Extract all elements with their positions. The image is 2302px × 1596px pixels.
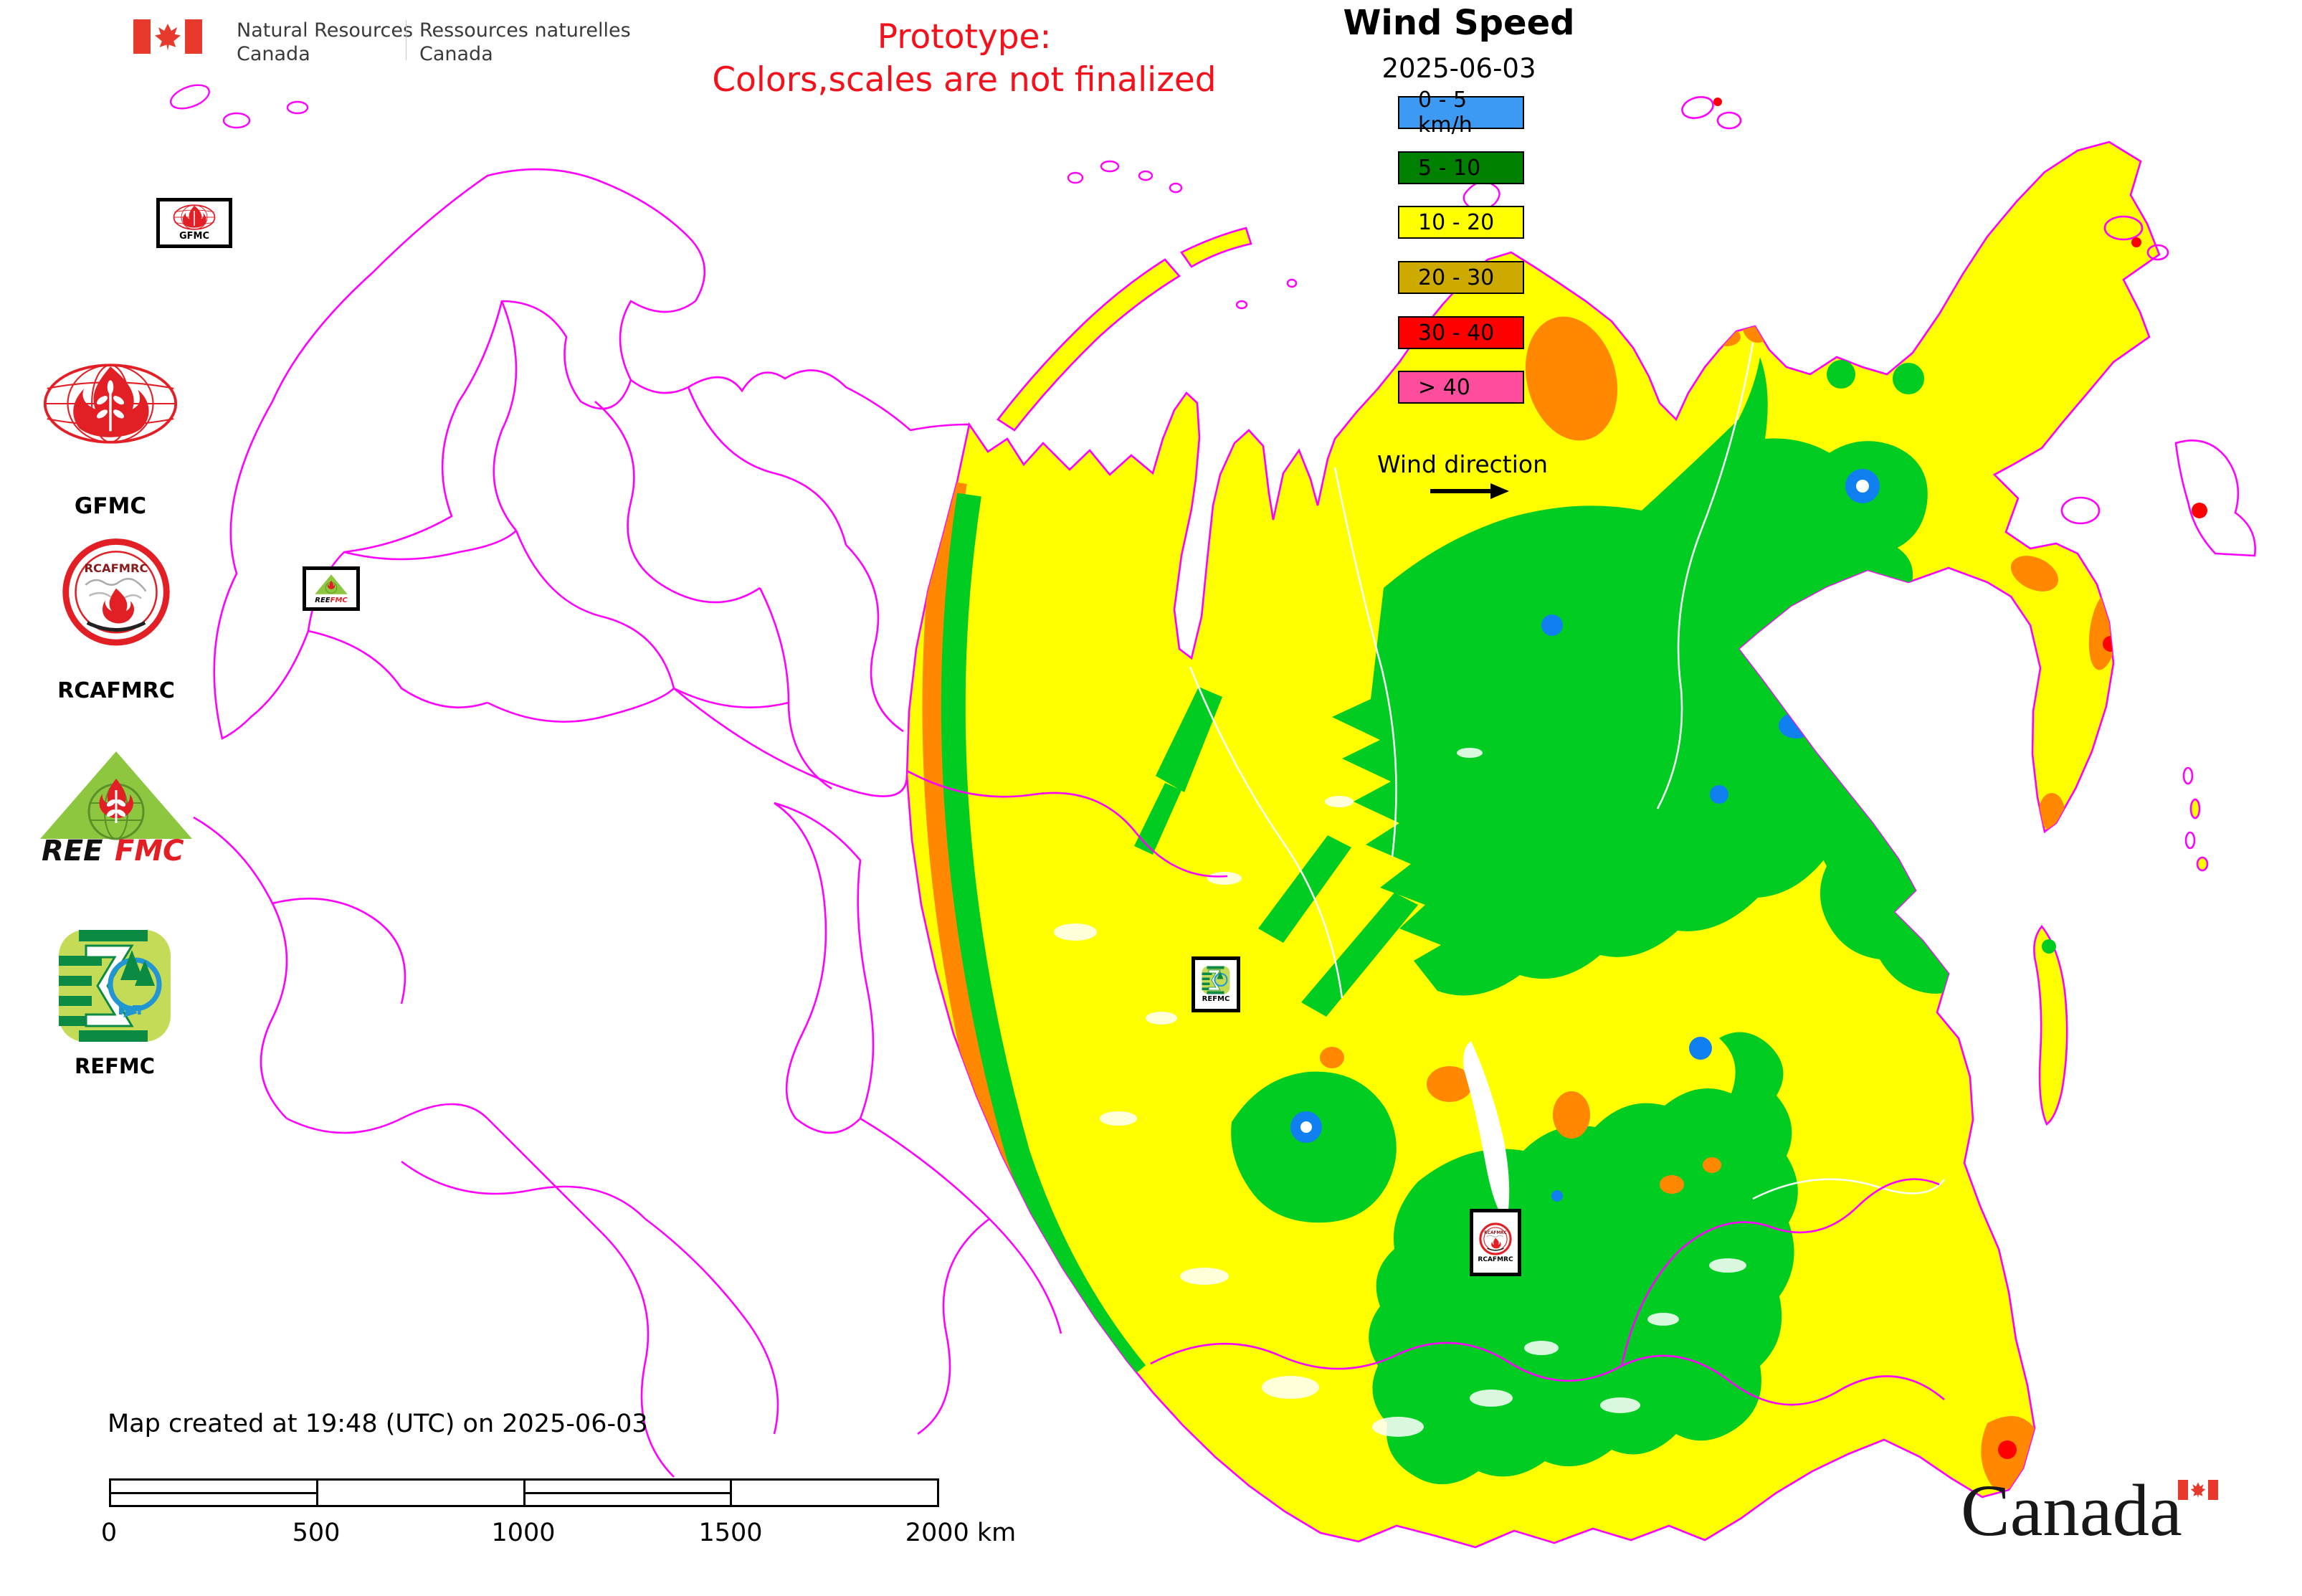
- map-created-text: Map created at 19:48 (UTC) on 2025-06-03: [108, 1410, 648, 1438]
- reefmc-label-black: REE: [42, 835, 103, 863]
- legend-item-5-10: 5 - 10: [1398, 151, 1524, 184]
- legend-date: 2025-06-03: [1381, 53, 1536, 84]
- wind-direction-label: Wind direction: [1376, 450, 1549, 478]
- scale-label-1500: 1500: [698, 1519, 763, 1547]
- scale-segment: [318, 1481, 525, 1505]
- rivers: [1189, 342, 1946, 1200]
- scale-label-1000: 1000: [491, 1519, 556, 1547]
- rim-green-band: [941, 493, 1146, 1381]
- canada-wordmark: Canada: [1961, 1474, 2248, 1567]
- nrcan-fr-line1: Ressources naturelles: [419, 19, 631, 42]
- reefmc-marker-black: REE: [315, 597, 330, 604]
- legend-item-30-40: 30 - 40: [1398, 316, 1524, 349]
- europe-borders: [170, 84, 1298, 1478]
- reefmc-marker-icon: [315, 574, 348, 594]
- refmc-label: REFMC: [74, 1054, 156, 1078]
- refmc-logo: ил: [59, 930, 171, 1042]
- gfmc-marker-label: GFMC: [179, 231, 210, 242]
- legend-item-0-5: 0 - 5 km/h: [1398, 87, 1524, 138]
- legend-label: > 40: [1418, 374, 1470, 400]
- reefmc-marker-red: FMC: [330, 597, 348, 604]
- nrcan-signature-fr: Ressources naturelles Canada: [419, 19, 631, 67]
- rcafmrc-badge-text: RCAFMRC: [85, 561, 148, 575]
- scale-label-500: 500: [292, 1519, 341, 1547]
- nrcan-en-line1: Natural Resources: [237, 19, 414, 42]
- map-marker-reefmc: REEFMC: [303, 566, 360, 611]
- refmc-il-text: ил: [118, 999, 142, 1019]
- prototype-line1: Prototype:: [877, 17, 1052, 57]
- canada-flag-icon: [133, 19, 202, 54]
- reefmc-label-red: FMC: [115, 835, 184, 863]
- legend-label: 20 - 30: [1418, 265, 1495, 290]
- prototype-warning: Prototype: Colors,scales are not finaliz…: [674, 16, 1255, 102]
- rcafmrc-marker-label: RCAFMRC: [1478, 1255, 1513, 1263]
- legend-label: 30 - 40: [1418, 320, 1495, 346]
- gfmc-label: GFMC: [74, 493, 147, 519]
- nrcan-signature-en: Natural Resources Canada: [237, 19, 413, 67]
- canada-wordmark-text: Canada: [1961, 1470, 2182, 1552]
- scale-bar: [109, 1478, 939, 1507]
- reefmc-marker-label: REEFMC: [315, 597, 348, 604]
- scale-segment: [732, 1481, 937, 1505]
- legend-item-20-30: 20 - 30: [1398, 261, 1524, 294]
- nrcan-fr-line2: Canada: [419, 42, 493, 65]
- map-marker-refmc: REFMC: [1192, 956, 1240, 1012]
- rcafmrc-logo: RCAFMRC: [62, 538, 170, 646]
- legend-label: 0 - 5 km/h: [1418, 87, 1473, 138]
- rcafmrc-marker-icon: RCAFMRC: [1479, 1222, 1512, 1255]
- wind-speed-regions: [907, 212, 2154, 1489]
- refmc-marker-icon: [1202, 966, 1230, 994]
- map-marker-rcafmrc: RCAFMRC RCAFMRC: [1470, 1209, 1521, 1276]
- legend-item-10-20: 10 - 20: [1398, 206, 1524, 239]
- no-data-speckles: [1054, 748, 1746, 1437]
- wind-direction-arrow-icon: [1430, 483, 1509, 499]
- scale-label-0: 0: [100, 1519, 118, 1547]
- gfmc-logo: [43, 364, 178, 444]
- rcafmrc-marker-badge: RCAFMRC: [1484, 1231, 1506, 1235]
- south-green-region: [1369, 1032, 1798, 1485]
- legend-item-40plus: > 40: [1398, 371, 1524, 404]
- reefmc-logo: REE FMC: [40, 751, 192, 863]
- legend-title: Wind Speed: [1343, 3, 1575, 43]
- canada-wordmark-flag-icon: [2178, 1480, 2218, 1500]
- scale-label-2000: 2000 km: [905, 1519, 1017, 1547]
- scale-segment: [111, 1481, 318, 1505]
- nrcan-en-line2: Canada: [237, 42, 310, 65]
- refmc-marker-label: REFMC: [1202, 995, 1230, 1003]
- central-green-region: [1332, 357, 1924, 996]
- legend-label: 10 - 20: [1418, 209, 1495, 235]
- rcafmrc-label: RCAFMRC: [57, 678, 175, 703]
- prototype-line2: Colors,scales are not finalized: [712, 60, 1217, 100]
- map-marker-gfmc: GFMC: [156, 198, 232, 248]
- scale-segment: [525, 1481, 733, 1505]
- legend-label: 5 - 10: [1418, 155, 1481, 181]
- gfmc-marker-icon: [173, 204, 216, 230]
